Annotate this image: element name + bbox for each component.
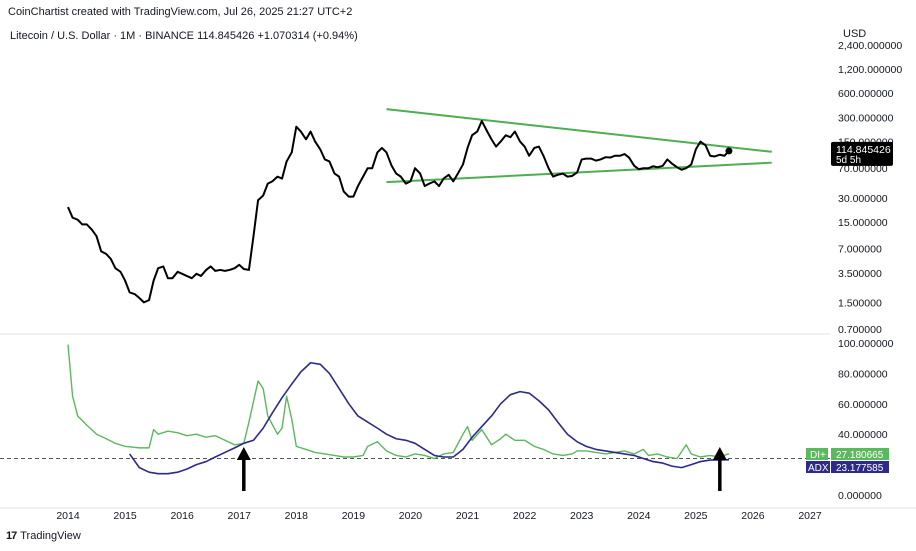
time-axis-tick-label: 2026 [741, 510, 765, 522]
price-tag-bg [831, 141, 893, 166]
indicator-axis-tick-label: 40.000000 [838, 429, 888, 441]
di-plus-value: 27.180665 [836, 450, 884, 461]
time-axis-tick-label: 2024 [627, 510, 651, 522]
adx-value-tag [831, 461, 889, 473]
tradingview-brand[interactable]: 17 TradingView [6, 530, 81, 542]
price-axis-tick-label: 300.000000 [838, 112, 894, 124]
price-tag-value: 114.845426 [836, 144, 891, 156]
currency-label[interactable]: USD [843, 28, 867, 40]
price-tag-countdown: 5d 5h [836, 155, 861, 166]
di-plus-name-tag [806, 448, 828, 460]
up-arrow-icon [236, 447, 251, 491]
price-axis-tick-label: 30.000000 [838, 193, 888, 205]
symbol-legend[interactable]: Litecoin / U.S. Dollar · 1M · BINANCE 11… [10, 30, 358, 42]
time-axis-tick-label: 2025 [684, 510, 708, 522]
price-axis-tick-label: 1.500000 [838, 297, 882, 309]
last-price-dot [725, 147, 733, 155]
time-axis-tick-label: 2015 [113, 510, 137, 522]
indicator-series [0, 344, 830, 475]
time-axis-tick-label: 2021 [456, 510, 480, 522]
tradingview-logo-icon: 17 [6, 530, 17, 542]
adx-value: 23.177585 [836, 463, 884, 474]
time-axis-tick-label: 2027 [798, 510, 822, 522]
indicator-axis-tick-label: 60.000000 [838, 399, 888, 411]
annotations [236, 447, 727, 491]
symbol-last-value: 114.845426 [197, 30, 255, 42]
price-axis-tick-label: 15.000000 [838, 217, 888, 229]
time-axis-tick-label: 2020 [399, 510, 423, 522]
time-axis-tick-label: 2017 [228, 510, 252, 522]
chart-attribution: CoinChartist created with TradingView.co… [8, 6, 353, 18]
adx-name-tag [806, 461, 830, 473]
price-axis[interactable]: 0.700000 1.500000 3.500000 7.000000 15.00000… [838, 40, 902, 336]
up-arrow-head [236, 447, 251, 460]
price-axis-tick-label: 0.700000 [838, 324, 882, 336]
price-axis-tick-label: 3.500000 [838, 268, 882, 280]
time-axis-tick-label: 2019 [342, 510, 366, 522]
time-axis-tick-label: 2016 [170, 510, 194, 522]
symbol-change: +1.070314 (+0.94%) [257, 30, 358, 42]
di-plus-value-tag [831, 448, 889, 460]
time-axis-tick-label: 2023 [570, 510, 594, 522]
panel-divider[interactable] [0, 333, 916, 509]
price-axis-tick-label: 2,400.000000 [838, 40, 902, 52]
time-axis-tick-label: 2014 [56, 510, 80, 522]
time-axis[interactable]: 2014 2015 2016 2017 2018 2019 2020 2021 2022 2023… [56, 510, 822, 522]
adx-line [128, 361, 729, 475]
time-axis-tick-label: 2018 [285, 510, 309, 522]
trendline-upper [386, 108, 772, 153]
price-axis-tick-label: 600.000000 [838, 88, 894, 100]
indicator-axis[interactable]: 0.00000020.00000040.00000060.00000080.00… [838, 338, 894, 502]
di-plus-line [67, 344, 730, 460]
price-axis-tick-label: 1,200.000000 [838, 64, 902, 76]
di-plus-name: DI+ [810, 450, 826, 461]
indicator-axis-tick-label: 80.000000 [838, 368, 888, 380]
price-axis-tick-label: 7.000000 [838, 244, 882, 256]
indicator-axis-tick-label: 0.000000 [838, 490, 882, 502]
indicator-axis-tick-label: 100.000000 [838, 338, 894, 350]
adx-name: ADX [808, 463, 829, 474]
price-series [67, 120, 733, 304]
up-arrow-head [712, 447, 727, 460]
symbol-name: Litecoin / U.S. Dollar · 1M · BINANCE [10, 30, 194, 42]
triangle-trendlines [386, 108, 772, 184]
price-line [67, 120, 730, 304]
time-axis-tick-label: 2022 [513, 510, 537, 522]
up-arrow-icon [712, 447, 727, 491]
price-axis-tick-label: 70.000000 [838, 163, 888, 175]
tradingview-brand-name: TradingView [20, 530, 81, 542]
